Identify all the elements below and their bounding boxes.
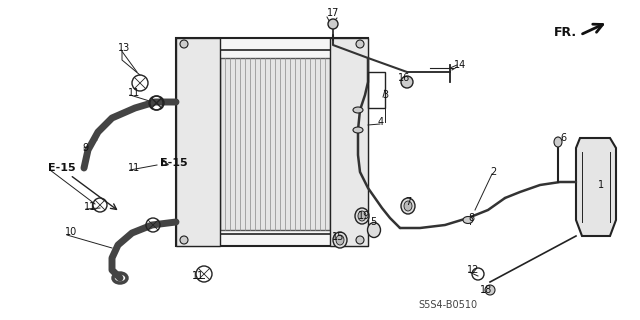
Ellipse shape bbox=[463, 217, 473, 223]
Text: 17: 17 bbox=[327, 8, 339, 18]
Text: 15: 15 bbox=[332, 232, 344, 242]
Circle shape bbox=[180, 236, 188, 244]
Text: 16: 16 bbox=[398, 73, 410, 83]
Text: 12: 12 bbox=[467, 265, 479, 275]
Text: 10: 10 bbox=[65, 227, 77, 237]
Bar bbox=[176, 38, 368, 246]
Text: 18: 18 bbox=[480, 285, 492, 295]
Text: 11: 11 bbox=[192, 271, 204, 281]
Bar bbox=[330, 38, 368, 246]
Text: 7: 7 bbox=[405, 197, 412, 207]
Text: 8: 8 bbox=[468, 213, 474, 223]
Text: S5S4-B0510: S5S4-B0510 bbox=[419, 300, 477, 310]
Polygon shape bbox=[576, 138, 616, 236]
Circle shape bbox=[328, 19, 338, 29]
Text: 2: 2 bbox=[490, 167, 496, 177]
Ellipse shape bbox=[333, 232, 347, 248]
Text: E-15: E-15 bbox=[160, 158, 188, 168]
Ellipse shape bbox=[554, 137, 562, 147]
Text: 11: 11 bbox=[128, 88, 140, 98]
Ellipse shape bbox=[358, 211, 366, 221]
Text: 9: 9 bbox=[82, 143, 88, 153]
Text: 19: 19 bbox=[358, 211, 371, 221]
Circle shape bbox=[401, 76, 413, 88]
Ellipse shape bbox=[355, 208, 369, 224]
Text: 1: 1 bbox=[598, 180, 604, 190]
Text: 11: 11 bbox=[128, 163, 140, 173]
Ellipse shape bbox=[353, 107, 363, 113]
Text: 6: 6 bbox=[560, 133, 566, 143]
Ellipse shape bbox=[401, 198, 415, 214]
Text: 11: 11 bbox=[84, 202, 96, 212]
Bar bbox=[220, 58, 330, 230]
Ellipse shape bbox=[336, 235, 344, 245]
Ellipse shape bbox=[404, 201, 412, 211]
Text: E-15: E-15 bbox=[48, 163, 76, 173]
Circle shape bbox=[180, 40, 188, 48]
Text: 5: 5 bbox=[370, 217, 376, 227]
Circle shape bbox=[356, 40, 364, 48]
Text: 4: 4 bbox=[378, 117, 384, 127]
Circle shape bbox=[485, 285, 495, 295]
Text: 3: 3 bbox=[382, 90, 388, 100]
Text: 14: 14 bbox=[454, 60, 467, 70]
Ellipse shape bbox=[353, 127, 363, 133]
Text: FR.: FR. bbox=[554, 26, 577, 38]
Bar bbox=[176, 38, 220, 246]
Text: 13: 13 bbox=[118, 43, 131, 53]
Circle shape bbox=[356, 236, 364, 244]
Ellipse shape bbox=[367, 222, 381, 237]
